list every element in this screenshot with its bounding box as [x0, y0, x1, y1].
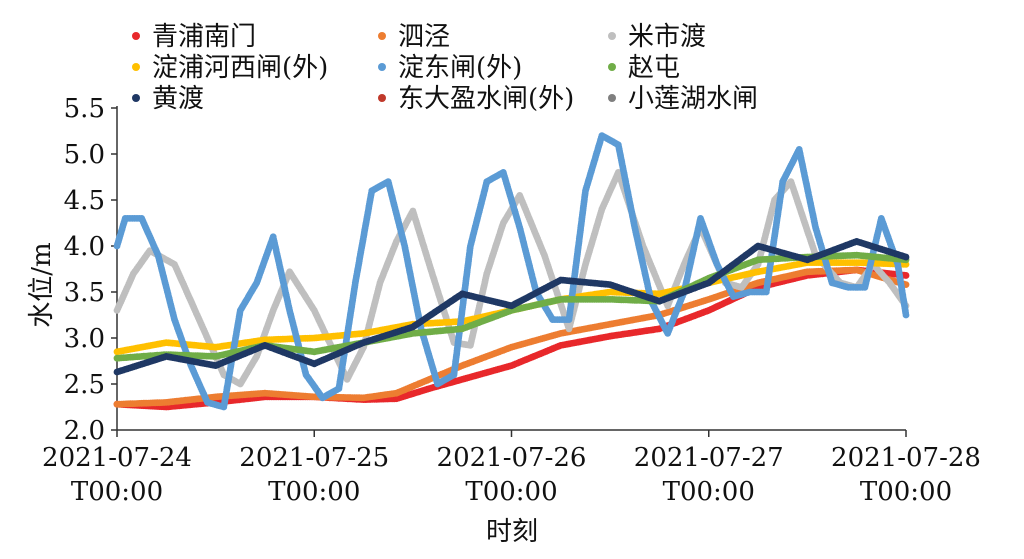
y-tick-label: 4.0: [64, 232, 105, 262]
data-point: [902, 272, 910, 279]
legend-marker: [608, 32, 616, 40]
legend-marker: [132, 94, 140, 102]
axes: [111, 106, 907, 437]
y-tick-label: 4.5: [64, 186, 105, 216]
legend-label: 青浦南门: [152, 22, 256, 52]
legend-label: 东大盈水闸(外): [398, 84, 574, 114]
legend-label: 小莲湖水闸: [628, 84, 758, 114]
series-6: [113, 238, 910, 376]
x-tick-time: T00:00: [71, 477, 163, 507]
legend-marker: [132, 63, 140, 71]
series-layer: [113, 132, 910, 411]
x-tick-date: 2021-07-26: [437, 443, 587, 473]
legend-marker: [132, 32, 140, 40]
y-tick-label: 2.5: [64, 370, 105, 400]
x-tick-time: T00:00: [268, 477, 360, 507]
legend-marker: [378, 32, 386, 40]
y-axis-label: 水位/m: [27, 242, 57, 327]
x-axis-label: 时刻: [486, 517, 538, 547]
legend-marker: [608, 94, 616, 102]
legend-label: 黄渡: [152, 84, 204, 114]
y-tick-label: 3.0: [64, 324, 105, 354]
legend-label: 淀浦河西闸(外): [152, 53, 328, 83]
x-tick-time: T00:00: [465, 477, 557, 507]
tick-labels: 2.0 2.5 3.0 3.5 4.0 4.5 5.0 5.5 2021-07-24 T00:00…: [42, 94, 981, 507]
y-tick-label: 2.0: [64, 416, 105, 446]
y-tick-label: 5.5: [64, 94, 105, 124]
y-tick-label: 5.0: [64, 140, 105, 170]
x-tick-date: 2021-07-24: [42, 443, 192, 473]
series-4: [113, 132, 910, 411]
x-tick-date: 2021-07-25: [239, 443, 389, 473]
legend-label: 淀东闸(外): [398, 53, 522, 83]
x-tick-date: 2021-07-28: [831, 443, 981, 473]
legend-label: 赵屯: [628, 53, 680, 83]
x-tick-date: 2021-07-27: [634, 443, 784, 473]
legend-label: 泗泾: [398, 22, 450, 52]
legend-marker: [608, 63, 616, 71]
legend-label: 米市渡: [628, 22, 706, 52]
x-tick-time: T00:00: [860, 477, 952, 507]
y-tick-label: 3.5: [64, 278, 105, 308]
legend-marker: [378, 63, 386, 71]
data-point: [902, 253, 910, 261]
x-tick-time: T00:00: [663, 477, 755, 507]
data-point: [902, 311, 910, 319]
legend-marker: [378, 94, 386, 102]
